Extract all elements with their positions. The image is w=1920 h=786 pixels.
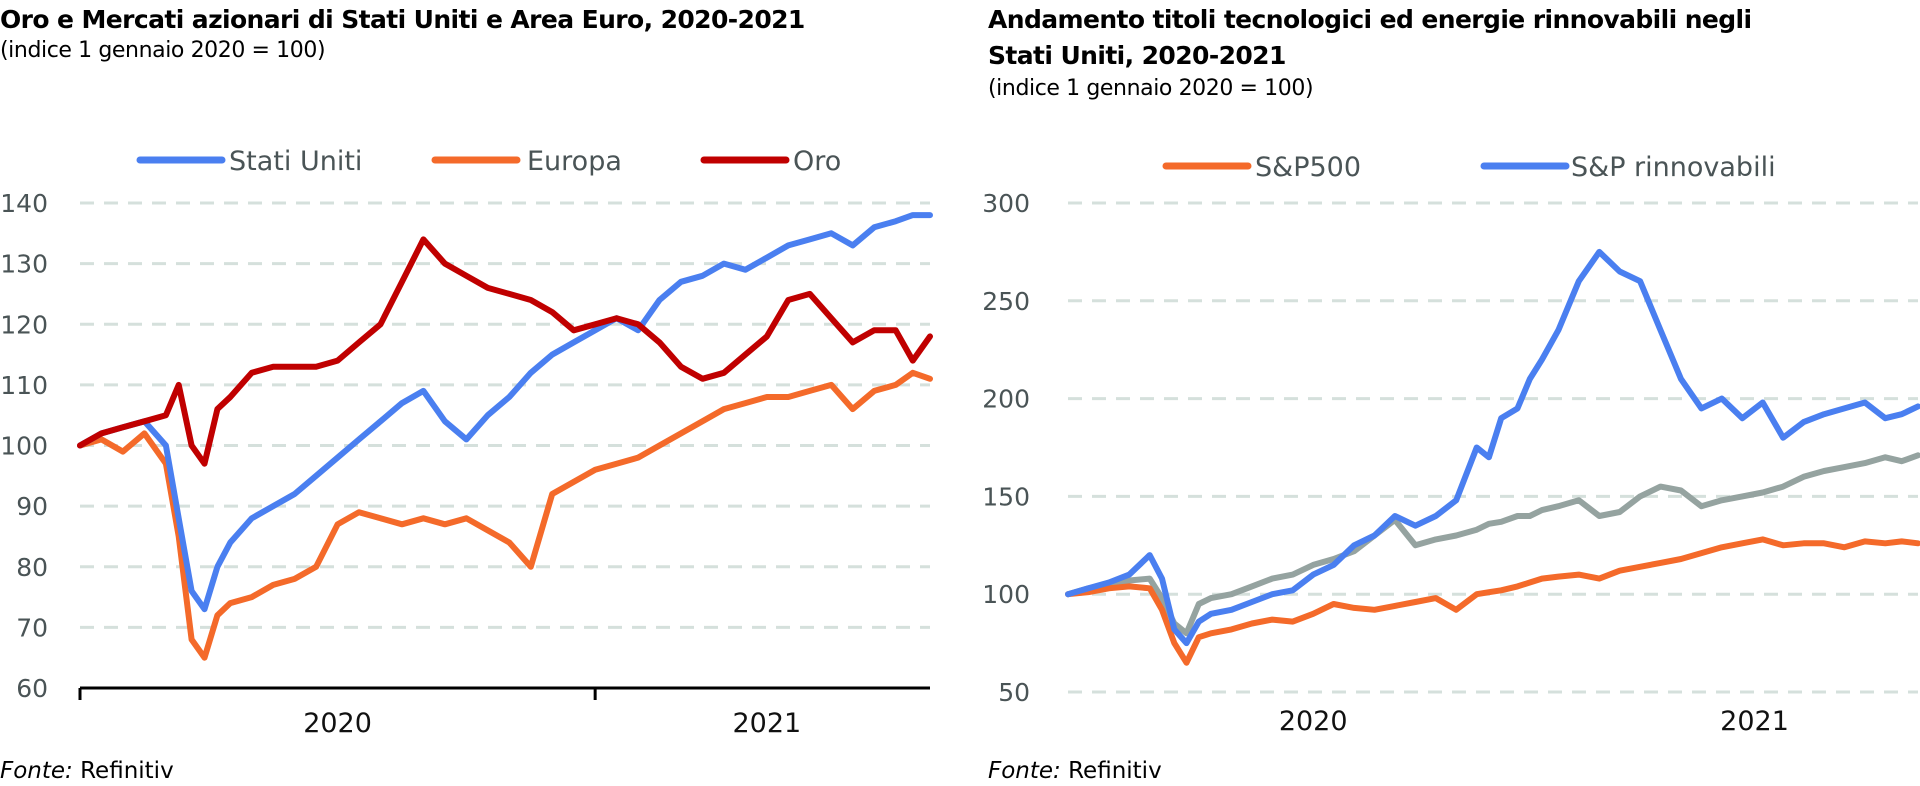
left-series-lines <box>77 212 933 661</box>
source-value: Refinitiv <box>80 758 174 784</box>
right-chart-subtitle: (indice 1 gennaio 2020 = 100) <box>988 76 1314 101</box>
legend-label: Oro <box>793 146 841 177</box>
left-x-axis <box>78 686 930 700</box>
right-chart-title-line2: Stati Uniti, 2020-2021 <box>988 41 1286 70</box>
x-tick-label: 2021 <box>1720 706 1789 737</box>
right-series-lines <box>1065 248 1920 666</box>
y-tick-label: 130 <box>0 250 48 279</box>
right-y-axis-labels: 50 100 150 200 250 300 <box>982 189 1030 707</box>
left-line-chart: 60 70 80 90 100 110 120 130 140 2020 2021 Stati U… <box>0 146 933 739</box>
right-line-chart: 50 100 150 200 250 300 2020 2021 S&P500 S&P rin… <box>982 152 1920 737</box>
x-tick-label: 2021 <box>733 708 802 739</box>
left-gridlines <box>80 201 930 629</box>
series-line-s-p-rinnovabili <box>1065 248 1920 647</box>
legend-label: S&P500 <box>1255 152 1361 183</box>
legend-label: Stati Uniti <box>229 146 362 177</box>
right-legend: S&P500 S&P rinnovabili <box>1162 152 1776 183</box>
y-tick-label: 250 <box>982 287 1030 316</box>
left-chart-source: Fonte: Refinitiv <box>0 758 174 784</box>
left-chart-title: Oro e Mercati azionari di Stati Uniti e … <box>0 5 805 34</box>
series-line-europa <box>77 369 933 661</box>
legend-label: Europa <box>527 146 622 177</box>
left-y-axis-labels: 60 70 80 90 100 110 120 130 140 <box>0 189 48 703</box>
y-tick-label: 80 <box>16 553 48 582</box>
y-tick-label: 100 <box>0 432 48 461</box>
left-chart-subtitle: (indice 1 gennaio 2020 = 100) <box>0 38 326 63</box>
y-tick-label: 200 <box>982 385 1030 414</box>
legend-label: S&P rinnovabili <box>1571 152 1776 183</box>
source-value: Refinitiv <box>1068 758 1162 784</box>
y-tick-label: 110 <box>0 371 48 400</box>
y-tick-label: 70 <box>16 613 48 642</box>
right-gridlines <box>1068 201 1918 694</box>
right-x-axis-labels: 2020 2021 <box>1279 706 1789 737</box>
right-chart-title-line1: Andamento titoli tecnologici ed energie … <box>988 5 1752 34</box>
series-line-unlabeled <box>1065 452 1920 637</box>
y-tick-label: 100 <box>982 580 1030 609</box>
y-tick-label: 120 <box>0 310 48 339</box>
y-tick-label: 50 <box>998 678 1030 707</box>
source-label: Fonte: <box>0 758 73 784</box>
y-tick-label: 140 <box>0 189 48 218</box>
y-tick-label: 90 <box>16 492 48 521</box>
series-line-oro <box>77 236 933 467</box>
y-tick-label: 300 <box>982 189 1030 218</box>
right-chart-source: Fonte: Refinitiv <box>988 758 1162 784</box>
left-chart-panel: Oro e Mercati azionari di Stati Uniti e … <box>0 5 805 784</box>
y-tick-label: 150 <box>982 482 1030 511</box>
series-line-s-p500 <box>1065 536 1920 666</box>
x-tick-label: 2020 <box>303 708 372 739</box>
left-x-axis-labels: 2020 2021 <box>303 708 801 739</box>
series-line-stati-uniti <box>77 212 933 613</box>
y-tick-label: 60 <box>16 674 48 703</box>
x-tick-label: 2020 <box>1279 706 1348 737</box>
source-label: Fonte: <box>988 758 1061 784</box>
right-chart-panel: Andamento titoli tecnologici ed energie … <box>988 0 1920 786</box>
left-legend: Stati Uniti Europa Oro <box>136 146 841 177</box>
